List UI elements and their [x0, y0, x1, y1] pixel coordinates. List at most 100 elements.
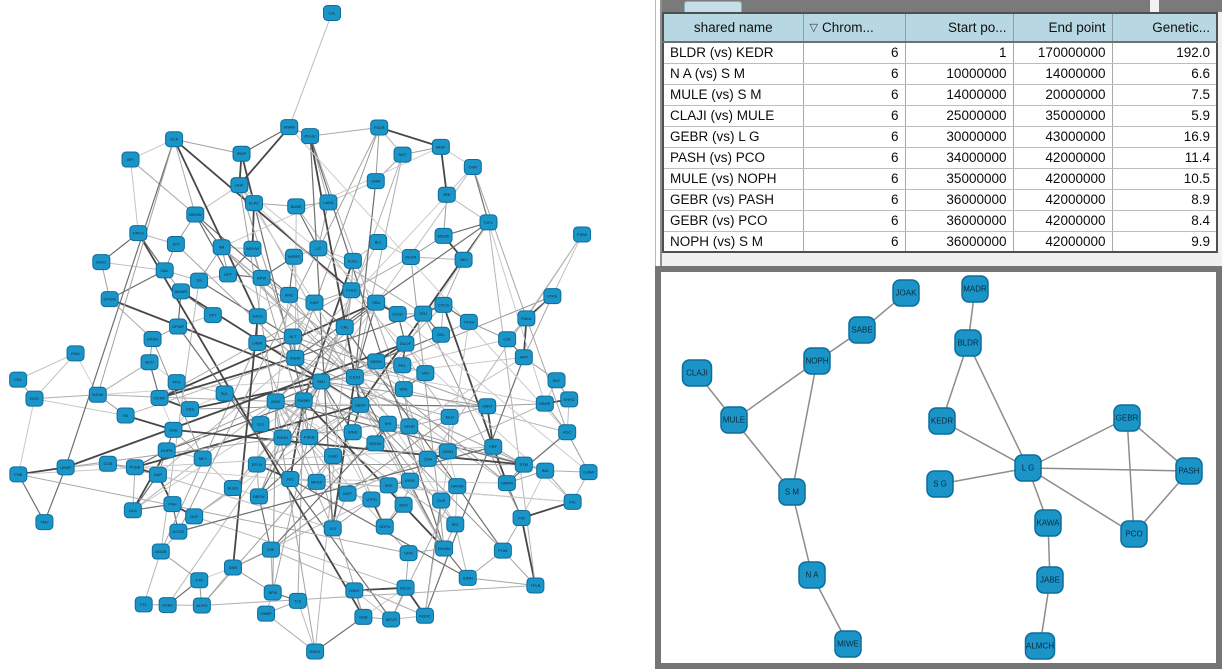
network-node[interactable]: KIAD [324, 448, 343, 465]
network-node[interactable]: ENU [66, 345, 85, 362]
network-node[interactable]: UDN [399, 545, 418, 562]
network-edge[interactable] [194, 214, 229, 275]
network-edge[interactable] [130, 159, 139, 234]
network-node[interactable]: GMPN [497, 475, 516, 492]
network-node[interactable]: NLT [284, 328, 303, 345]
network-edge[interactable] [167, 381, 322, 606]
network-edge[interactable] [488, 222, 546, 404]
network-node[interactable]: ODNJ [438, 443, 457, 460]
network-node[interactable]: UIWR [56, 459, 75, 476]
network-node-PCO[interactable]: PCO [1120, 520, 1148, 548]
network-edge[interactable] [173, 138, 352, 291]
network-edge[interactable] [467, 577, 536, 586]
network-node[interactable]: FNB [9, 466, 28, 483]
network-node[interactable]: STM [514, 456, 533, 473]
network-edge[interactable] [316, 356, 525, 483]
network-node[interactable]: FBF [484, 438, 503, 455]
network-node[interactable]: DAP [148, 466, 167, 483]
network-node[interactable]: AMC [280, 286, 299, 303]
network-edge[interactable] [258, 404, 361, 497]
network-node[interactable]: SBA [367, 294, 386, 311]
network-edge[interactable] [159, 256, 412, 399]
network-node[interactable]: IAH [416, 365, 435, 382]
table-row[interactable]: PASH (vs) PCO 6 34000000 42000000 11.4 [663, 147, 1218, 169]
table-row[interactable]: GEBR (vs) PASH 6 36000000 42000000 8.9 [663, 189, 1218, 211]
network-node[interactable]: FAKA [517, 310, 536, 327]
network-node[interactable]: MKIF [431, 138, 450, 155]
network-edge[interactable] [173, 138, 259, 317]
network-node[interactable]: WRRS [284, 248, 303, 265]
network-node[interactable]: SJE [261, 541, 280, 558]
network-edge-NOPH-MULE[interactable] [733, 360, 818, 421]
network-node[interactable]: FNH [163, 496, 182, 513]
network-node[interactable]: JFV [166, 236, 185, 253]
network-edge[interactable] [292, 336, 488, 407]
network-edge[interactable] [157, 474, 333, 529]
network-edge[interactable] [175, 243, 296, 359]
network-node[interactable]: EPKS [129, 225, 148, 242]
network-node[interactable]: LRBK [248, 334, 267, 351]
network-edge[interactable] [189, 380, 322, 410]
network-node[interactable]: OVR [463, 158, 482, 175]
network-node[interactable]: WWM [280, 119, 299, 136]
network-node[interactable]: CHLD [342, 282, 361, 299]
column-header-genetic-[interactable]: Genetic... [1112, 13, 1218, 43]
table-scroll-tab[interactable] [684, 1, 742, 12]
network-node[interactable]: TVGH [459, 313, 478, 330]
network-edge[interactable] [97, 394, 276, 402]
network-node-KEDR[interactable]: KEDR [928, 407, 956, 435]
network-node[interactable]: IRSR [400, 472, 419, 489]
network-node[interactable]: KBHP [535, 395, 554, 412]
network-node[interactable]: WUD [266, 393, 285, 410]
network-node[interactable]: DWO [345, 582, 364, 599]
table-row[interactable]: MULE (vs) S M 6 14000000 20000000 7.5 [663, 84, 1218, 106]
network-node[interactable]: WDVW [243, 240, 262, 257]
network-node-NOPH[interactable]: NOPH [803, 347, 831, 375]
network-node[interactable]: ODE [164, 421, 183, 438]
network-node[interactable]: WNL [394, 381, 413, 398]
network-node-MIWE[interactable]: MIWE [834, 630, 862, 658]
column-header-end-point[interactable]: End point [1013, 13, 1113, 43]
network-edge[interactable] [43, 467, 67, 523]
network-edge[interactable] [297, 600, 316, 652]
network-node[interactable]: FECD [396, 579, 415, 596]
network-edge[interactable] [354, 302, 377, 378]
table-row[interactable]: GEBR (vs) L G 6 30000000 43000000 16.9 [663, 126, 1218, 148]
network-node[interactable]: NJVM [88, 386, 107, 403]
network-node[interactable]: IMA [536, 462, 555, 479]
network-node[interactable]: PCEB [125, 459, 144, 476]
network-edge[interactable] [275, 400, 524, 466]
network-edge[interactable] [159, 357, 296, 399]
network-node[interactable]: ANUB [151, 543, 170, 560]
network-node[interactable]: IKEW [286, 349, 305, 366]
network-edge[interactable] [472, 166, 490, 223]
network-edge[interactable] [288, 12, 333, 128]
network-edge[interactable] [239, 184, 589, 473]
network-node[interactable]: RVHO [273, 429, 292, 446]
network-node[interactable]: EFLN [247, 456, 266, 473]
table-row[interactable]: BLDR (vs) KEDR 6 1 170000000 192.0 [663, 42, 1218, 64]
network-edge[interactable] [238, 184, 316, 652]
network-node[interactable]: VTKE [543, 288, 562, 305]
network-node-SABE[interactable]: SABE [848, 316, 876, 344]
network-node[interactable]: VHI [378, 415, 397, 432]
network-node[interactable]: LAEA [319, 194, 338, 211]
network-node[interactable]: MLSR [401, 248, 420, 265]
network-node[interactable]: HII [116, 407, 135, 424]
network-edge[interactable] [272, 381, 322, 593]
network-edge[interactable] [258, 437, 283, 497]
network-edge[interactable] [34, 394, 98, 400]
network-node[interactable]: ACPO [192, 597, 211, 614]
overview-network-canvas[interactable]: CJL FWOC NJCU FNH KKAS UTPD NST TVGH ODNJ BKVS SJE… [0, 0, 655, 669]
network-node-JOAK[interactable]: JOAK [892, 279, 920, 307]
network-node[interactable]: BBFW [249, 488, 268, 505]
network-node[interactable]: PSEB [300, 429, 319, 446]
network-edge[interactable] [109, 298, 322, 383]
network-node-SM[interactable]: S M [778, 478, 806, 506]
network-node[interactable]: GGB [98, 455, 117, 472]
network-node[interactable]: AGC [558, 424, 577, 441]
network-edge[interactable] [310, 126, 380, 137]
network-node-MULE[interactable]: MULE [720, 406, 748, 434]
network-node-PASH[interactable]: PASH [1175, 457, 1203, 485]
network-edge-GEBR-LG[interactable] [1027, 417, 1128, 469]
